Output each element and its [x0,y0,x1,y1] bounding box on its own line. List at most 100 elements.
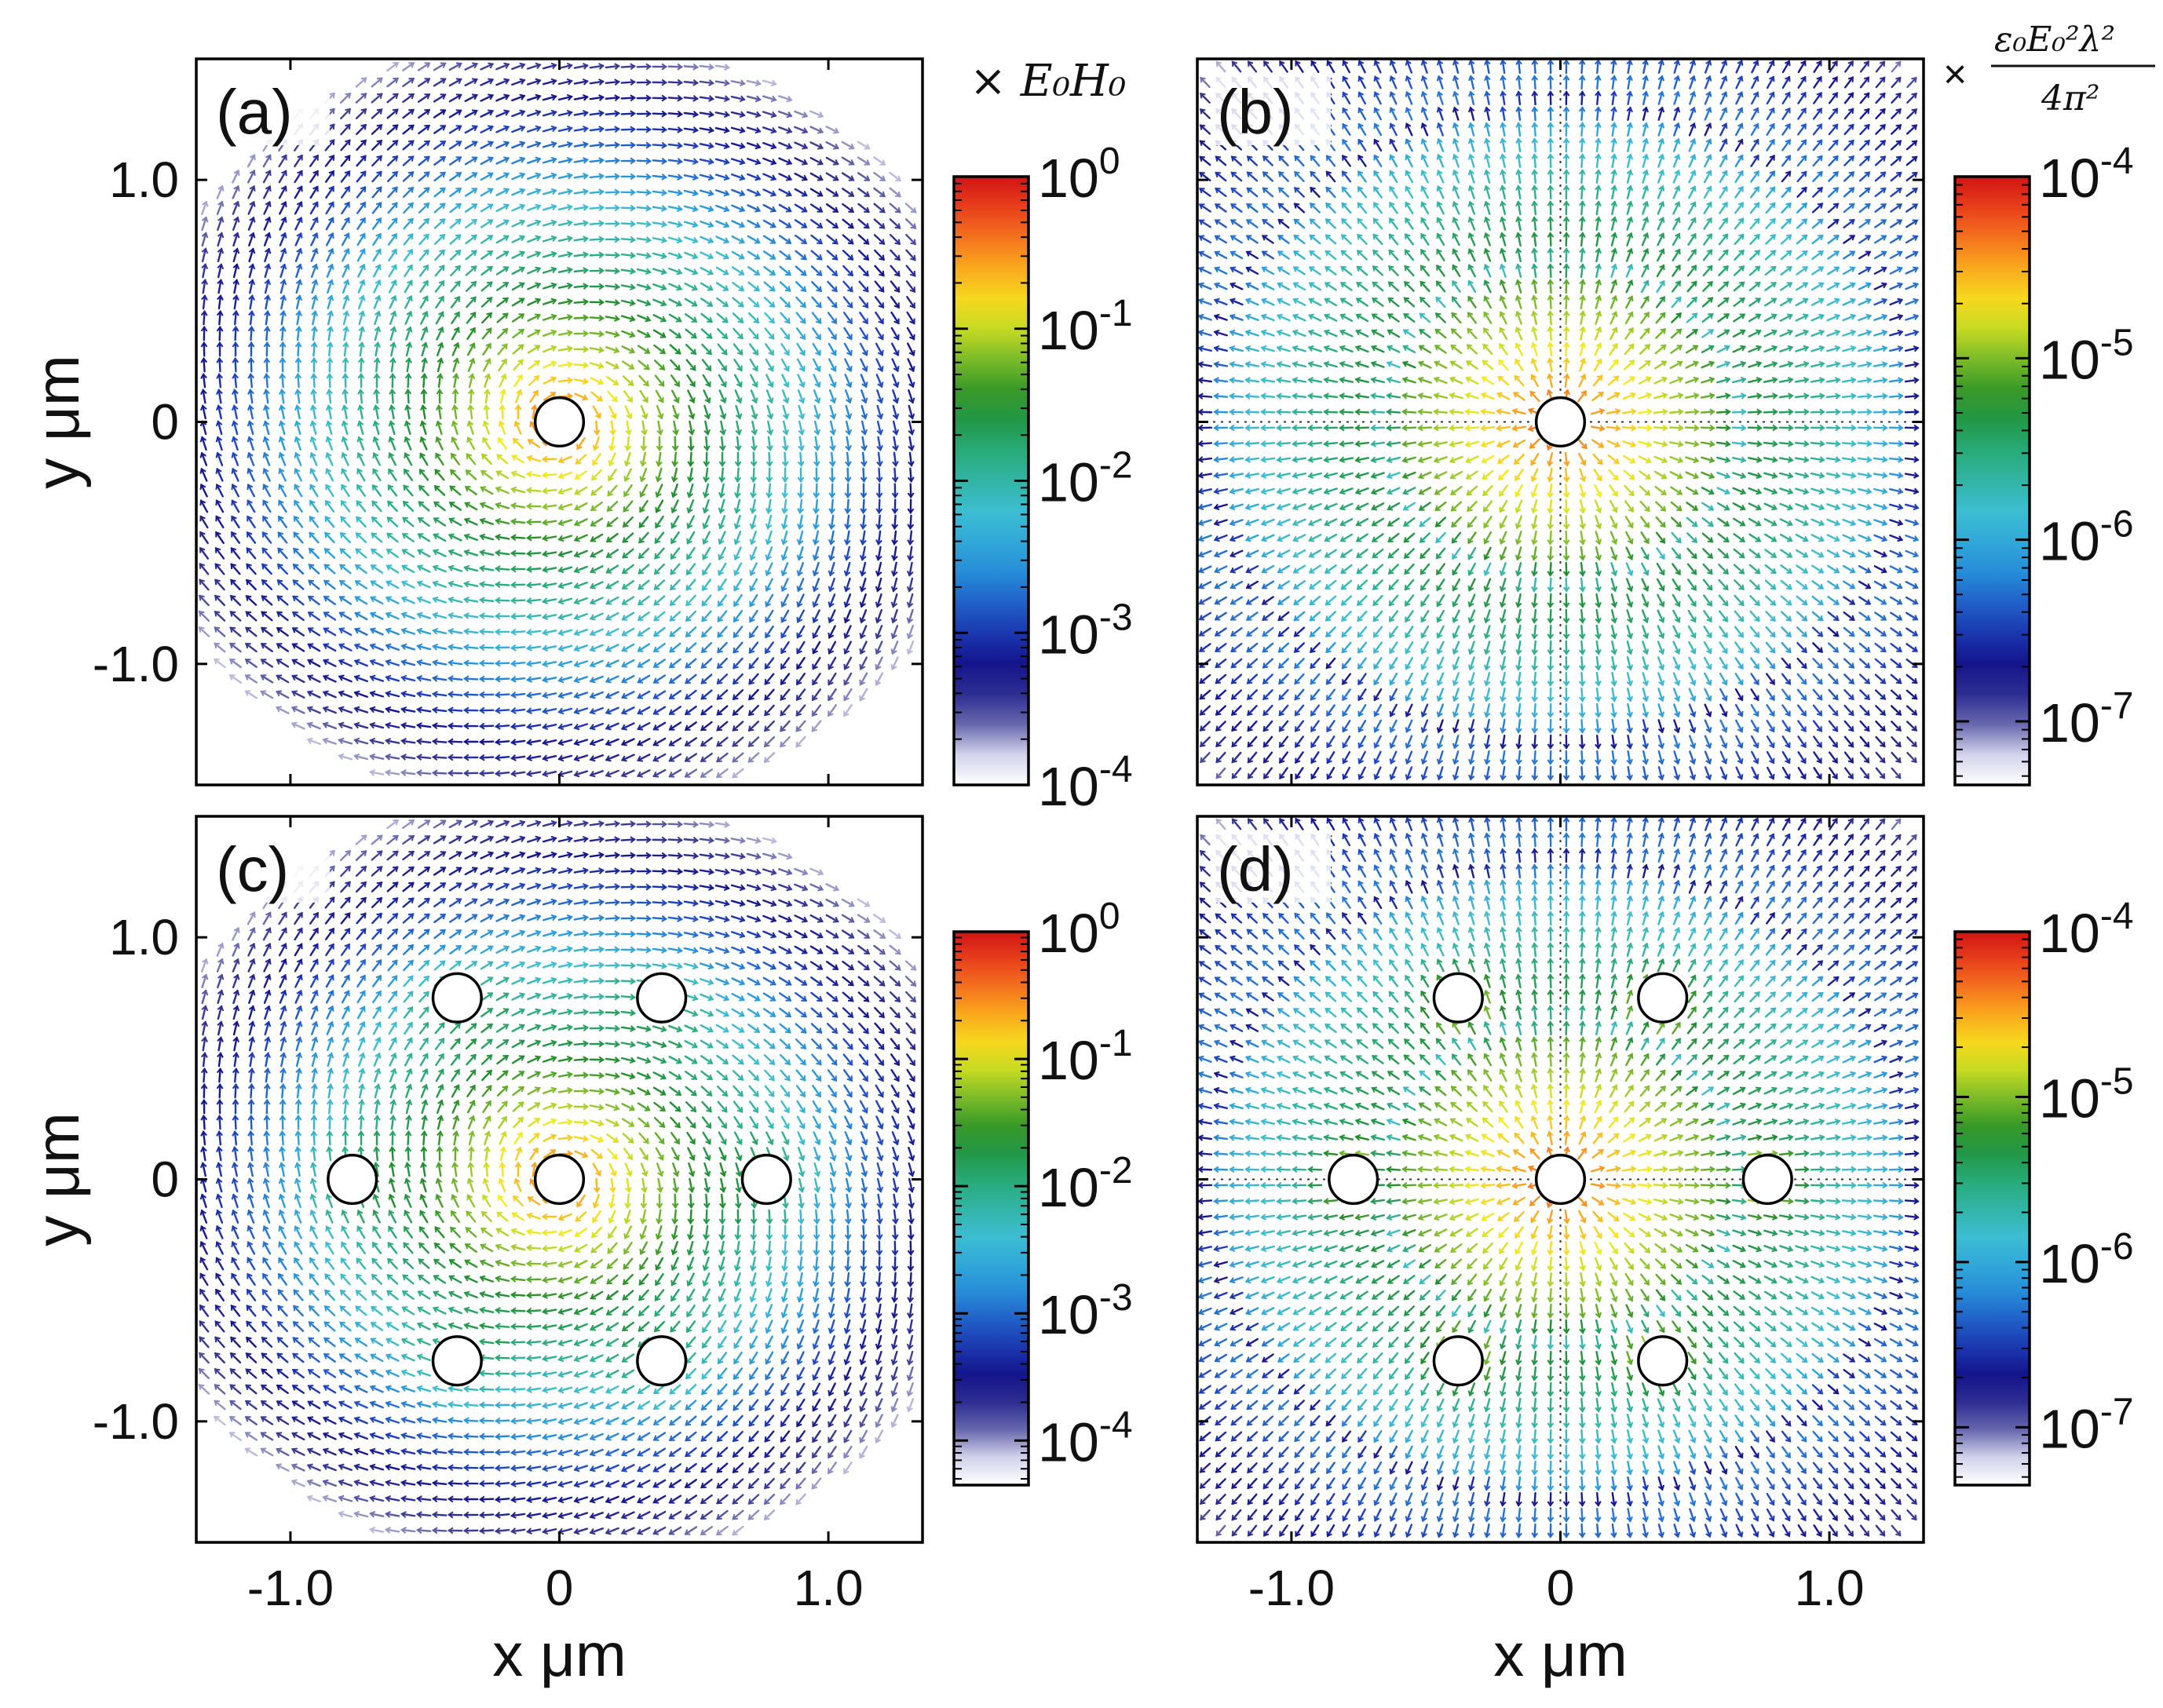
vector-arrow [699,64,714,71]
vector-arrow [636,299,652,307]
vector-arrow [557,329,573,337]
vector-arrow [891,358,900,373]
vector-arrow [433,533,447,542]
vector-arrow [403,484,414,497]
vector-arrow [496,297,509,308]
vector-arrow [828,389,837,404]
vector-arrow [608,468,617,482]
vector-arrow [652,78,667,86]
vector-arrow [373,279,382,294]
vector-arrow [828,483,836,498]
vector-arrow [217,247,225,263]
vector-arrow [293,547,304,560]
vector-arrow [341,201,350,215]
vector-arrow [652,157,667,165]
vector-arrow [480,281,493,292]
vector-arrow [810,265,823,276]
vector-arrow [904,203,917,214]
vector-arrow [358,326,366,341]
vector-arrow [875,358,884,373]
vector-arrow [311,310,319,326]
vector-arrow [606,501,619,512]
vector-arrow [356,500,367,513]
vector-arrow [667,78,683,86]
vector-arrow [765,358,774,372]
vector-arrow [450,469,461,481]
vector-arrow [247,451,255,466]
vector-arrow [404,420,411,436]
vector-arrow [448,549,462,557]
vector-arrow [623,500,634,513]
vector-arrow [733,514,741,530]
vector-arrow [873,172,886,181]
vector-arrow [703,404,711,420]
vector-arrow [248,310,255,326]
vector-arrow [341,217,350,231]
vector-arrow [526,109,542,117]
vector-arrow [605,141,620,149]
vector-arrow [699,79,714,86]
vector-arrow [510,470,525,479]
vector-arrow [766,404,774,420]
vector-arrow [342,248,350,262]
vector-arrow [683,205,699,213]
vector-arrow [511,78,526,86]
vector-arrow [780,562,789,577]
vector-arrow [247,357,255,373]
vector-arrow [907,467,915,483]
vector-arrow [841,141,855,150]
vector-arrow [404,389,412,404]
vector-arrow [750,483,757,498]
vector-arrow [510,549,526,557]
vector-arrow [231,404,239,420]
vector-arrow [435,295,444,309]
vector-arrow [842,265,853,277]
vector-arrow [557,109,573,117]
vector-arrow [527,329,541,338]
vector-arrow [448,517,462,527]
vector-arrow [201,294,208,310]
vector-arrow [463,533,478,542]
vector-arrow [495,62,510,71]
vector-arrow [702,562,711,576]
vector-arrow [813,467,820,483]
vector-arrow [340,500,351,513]
vector-arrow [499,404,506,420]
vector-arrow [450,280,461,293]
vector-arrow [199,436,207,451]
vector-arrow [356,170,367,183]
vector-arrow [465,469,477,480]
vector-arrow [437,357,444,373]
vector-arrow [606,516,619,527]
vector-arrow [294,468,302,482]
vector-arrow [624,405,633,420]
vector-arrow [639,499,649,513]
vector-arrow [857,156,871,166]
vector-arrow [261,547,272,560]
vector-arrow [779,281,791,292]
vector-arrow [857,172,871,181]
vector-arrow [844,514,851,530]
vector-arrow [668,313,682,323]
vector-arrow [905,249,916,261]
vector-arrow [389,373,396,389]
vector-arrow [687,389,696,403]
vector-arrow [248,294,255,310]
vector-arrow [495,502,510,509]
vector-arrow [341,451,349,466]
vector-arrow [907,498,915,514]
vector-arrow [216,341,224,357]
vector-arrow [527,156,542,164]
vector-arrow [293,531,304,544]
vector-arrow [718,451,726,467]
vector-arrow [639,468,648,483]
vector-arrow [526,534,542,542]
vector-arrow [510,565,526,573]
vector-arrow [782,420,790,436]
vector-arrow [636,157,652,165]
vector-arrow [449,485,462,496]
vector-arrow [278,451,287,466]
vector-arrow [714,64,730,71]
vector-arrow [372,248,382,262]
vector-arrow [230,547,241,560]
